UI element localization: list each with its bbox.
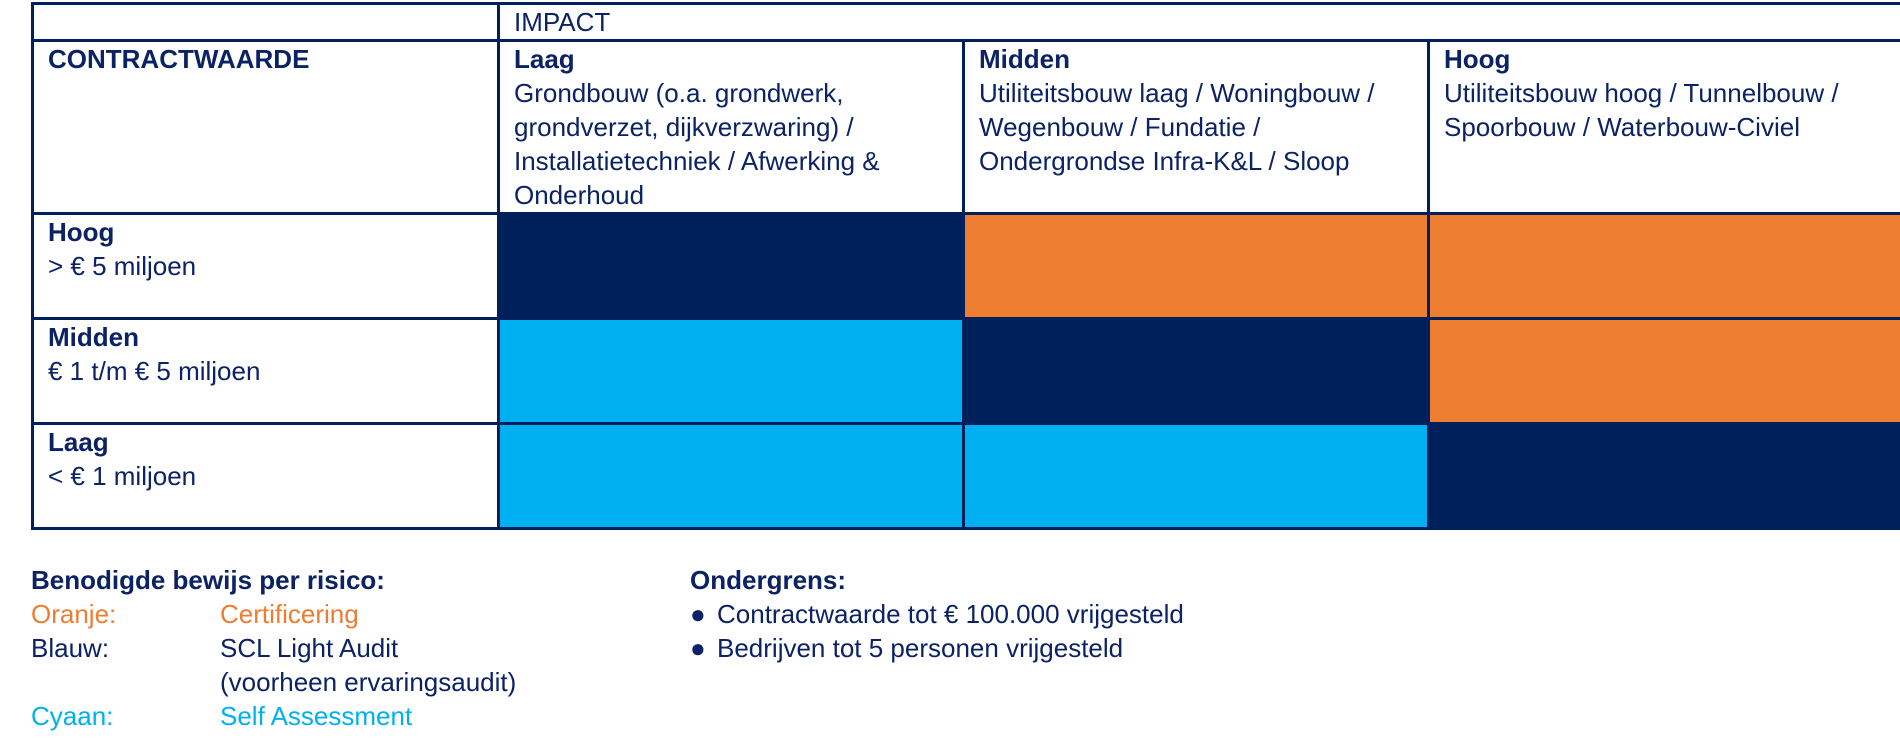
impact-label: IMPACT xyxy=(496,2,1900,42)
lower-limit-section: Ondergrens: ● Contractwaarde tot € 100.0… xyxy=(690,563,1184,665)
column-description: Grondbouw (o.a. grondwerk, grondverzet, … xyxy=(514,78,880,210)
legend-key: Oranje: xyxy=(31,599,117,629)
matrix-cell-cyan xyxy=(962,422,1430,530)
row-title: Midden xyxy=(48,322,139,352)
matrix-cell-cyan xyxy=(497,422,965,530)
row-hoog: Hoog > € 5 miljoen xyxy=(31,212,1900,320)
legend-item-oranje: Oranje: Certificering xyxy=(31,597,516,631)
matrix-cell-orange xyxy=(1426,212,1900,320)
bullet-icon: ● xyxy=(690,599,706,629)
lower-limit-text: Bedrijven tot 5 personen vrijgesteld xyxy=(717,633,1124,663)
impact-header-row: IMPACT xyxy=(31,2,1900,42)
row-header-laag: Laag < € 1 miljoen xyxy=(31,422,500,530)
legend-value-line2: (voorheen ervaringsaudit) xyxy=(220,667,517,697)
row-description: > € 5 miljoen xyxy=(48,251,197,281)
legend-key: Blauw: xyxy=(31,633,110,663)
contract-value-label: CONTRACTWAARDE xyxy=(48,44,310,74)
row-laag: Laag < € 1 miljoen xyxy=(31,422,1900,530)
row-header-hoog: Hoog > € 5 miljoen xyxy=(31,212,500,320)
column-title: Hoog xyxy=(1444,44,1511,74)
corner-empty-cell xyxy=(31,2,500,42)
column-description: Utiliteitsbouw hoog / Tunnelbouw / Spoor… xyxy=(1444,78,1839,142)
row-title: Laag xyxy=(48,427,109,457)
contract-value-label-cell: CONTRACTWAARDE xyxy=(31,39,500,215)
lower-limit-text: Contractwaarde tot € 100.000 vrijgesteld xyxy=(717,599,1184,629)
matrix-cell-orange xyxy=(1426,317,1900,425)
row-title: Hoog xyxy=(48,217,115,247)
column-header-row: CONTRACTWAARDE Laag Grondbouw (o.a. gron… xyxy=(31,39,1900,215)
column-title: Laag xyxy=(514,44,575,74)
matrix-cell-orange xyxy=(962,212,1430,320)
column-title: Midden xyxy=(979,44,1070,74)
evidence-legend: Benodigde bewijs per risico: Oranje: Cer… xyxy=(31,563,516,733)
legend-value: Self Assessment xyxy=(220,701,413,731)
legend-value: Certificering xyxy=(220,599,359,629)
legend-item-blauw: Blauw: SCL Light Audit (voorheen ervarin… xyxy=(31,631,516,699)
risk-matrix-table: IMPACT CONTRACTWAARDE Laag Grondbouw (o.… xyxy=(31,2,1900,530)
row-description: < € 1 miljoen xyxy=(48,461,197,491)
legend-key: Cyaan: xyxy=(31,701,114,731)
matrix-cell-navy xyxy=(497,212,965,320)
legend-value-line1: SCL Light Audit xyxy=(220,633,399,663)
row-midden: Midden € 1 t/m € 5 miljoen xyxy=(31,317,1900,425)
row-header-midden: Midden € 1 t/m € 5 miljoen xyxy=(31,317,500,425)
lower-limit-title: Ondergrens: xyxy=(690,565,847,595)
column-header-midden: Midden Utiliteitsbouw laag / Woningbouw … xyxy=(962,39,1430,215)
legend-value: SCL Light Audit (voorheen ervaringsaudit… xyxy=(220,631,516,699)
column-header-hoog: Hoog Utiliteitsbouw hoog / Tunnelbouw / … xyxy=(1426,39,1900,215)
matrix-cell-navy xyxy=(1426,422,1900,530)
matrix-cell-cyan xyxy=(497,317,965,425)
legend-item-cyaan: Cyaan: Self Assessment xyxy=(31,699,516,733)
legend-title: Benodigde bewijs per risico: xyxy=(31,565,385,595)
bullet-icon: ● xyxy=(690,633,706,663)
matrix-cell-navy xyxy=(962,317,1430,425)
lower-limit-item: ● Contractwaarde tot € 100.000 vrijgeste… xyxy=(690,597,1184,631)
column-description: Utiliteitsbouw laag / Woningbouw / Wegen… xyxy=(979,78,1375,176)
row-description: € 1 t/m € 5 miljoen xyxy=(48,356,261,386)
lower-limit-item: ● Bedrijven tot 5 personen vrijgesteld xyxy=(690,631,1184,665)
column-header-laag: Laag Grondbouw (o.a. grondwerk, grondver… xyxy=(497,39,965,215)
